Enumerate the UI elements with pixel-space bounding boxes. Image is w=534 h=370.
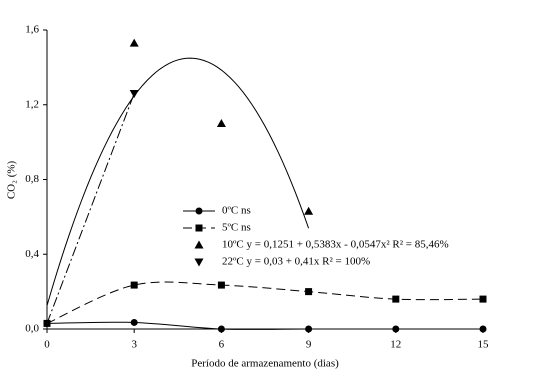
marker bbox=[130, 318, 138, 326]
series-line bbox=[46, 321, 483, 330]
legend-label: 0ºC ns bbox=[222, 205, 251, 217]
marker bbox=[129, 90, 139, 99]
x-tick-label: 15 bbox=[478, 339, 490, 351]
legend-marker bbox=[194, 258, 204, 267]
legend-marker bbox=[195, 207, 203, 215]
x-tick-label: 0 bbox=[44, 339, 50, 351]
marker bbox=[217, 325, 225, 333]
y-tick-label: 0,8 bbox=[25, 173, 39, 185]
legend-label: 22ºC y = 0,03 + 0,41x R² = 100% bbox=[222, 256, 370, 268]
x-tick-label: 9 bbox=[306, 339, 312, 351]
y-tick-label: 1,2 bbox=[25, 98, 39, 110]
legend-label: 10ºC y = 0,1251 + 0,5383x - 0,0547x² R² … bbox=[222, 239, 449, 251]
legend-label: 5ºC ns bbox=[222, 222, 251, 234]
legend-marker bbox=[194, 240, 204, 249]
marker bbox=[216, 118, 226, 127]
legend-marker bbox=[195, 224, 203, 232]
y-tick-label: 0,0 bbox=[25, 323, 39, 335]
marker bbox=[304, 206, 314, 215]
series-line bbox=[46, 281, 484, 324]
marker bbox=[392, 325, 400, 333]
y-tick-label: 0,4 bbox=[25, 248, 39, 260]
marker bbox=[305, 288, 313, 296]
fit-line bbox=[46, 57, 310, 306]
fit-line bbox=[46, 93, 135, 324]
y-tick-label: 1,6 bbox=[25, 24, 39, 36]
marker bbox=[305, 325, 313, 333]
x-tick-label: 12 bbox=[390, 339, 401, 351]
marker bbox=[217, 281, 225, 289]
marker bbox=[479, 295, 487, 303]
marker bbox=[130, 281, 138, 289]
marker bbox=[392, 295, 400, 303]
x-axis-label: Período de armazenamento (dias) bbox=[191, 358, 339, 370]
marker bbox=[479, 325, 487, 333]
x-tick-label: 6 bbox=[219, 339, 225, 351]
x-tick-label: 3 bbox=[131, 339, 137, 351]
marker bbox=[129, 38, 139, 47]
y-axis-label: CO₂ (%) bbox=[6, 160, 18, 199]
